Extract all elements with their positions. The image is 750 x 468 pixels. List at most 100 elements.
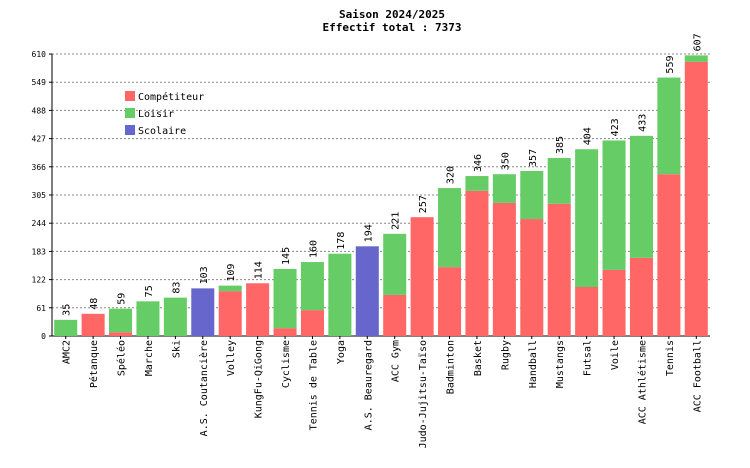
bar-segment xyxy=(602,269,626,336)
y-tick-label: 244 xyxy=(32,219,47,228)
total-label: 404 xyxy=(583,127,594,145)
y-tick-label: 366 xyxy=(32,163,47,172)
total-label: 59 xyxy=(117,293,128,305)
bar-segment xyxy=(547,158,571,204)
bar-segment xyxy=(492,174,516,203)
y-tick-label: 305 xyxy=(32,191,47,200)
bar-segment xyxy=(383,233,407,295)
bar-segment xyxy=(300,262,324,311)
x-tick-label: Tennis de Table xyxy=(308,340,319,430)
x-tick-label: Mustangs xyxy=(555,340,566,388)
x-tick-label: A.S. Coutancière xyxy=(198,340,210,436)
bar-segment xyxy=(465,176,489,191)
legend-label: Compétiteur xyxy=(138,91,204,103)
total-label: 346 xyxy=(473,154,484,172)
x-tick-label: Voile xyxy=(610,340,621,370)
total-label: 357 xyxy=(528,149,539,167)
x-tick-label: Judo-Jujitsu-Taïso xyxy=(418,340,429,448)
total-label: 385 xyxy=(555,136,566,154)
y-tick-label: 61 xyxy=(36,304,46,313)
total-label: 350 xyxy=(500,152,511,170)
bar-segment xyxy=(273,328,297,336)
bar-segment xyxy=(410,217,434,336)
total-label: 559 xyxy=(665,56,676,74)
total-label: 257 xyxy=(418,195,429,213)
y-tick-label: 549 xyxy=(32,78,47,87)
y-tick-label: 122 xyxy=(32,276,47,285)
total-label: 83 xyxy=(171,282,182,294)
x-tick-label: Volley xyxy=(226,340,237,376)
bar-segment xyxy=(657,174,681,336)
bar-segment xyxy=(438,188,462,268)
x-tick-label: ACC Football xyxy=(692,340,703,412)
x-tick-label: KungFu-QiGong xyxy=(254,340,265,418)
total-label: 109 xyxy=(226,264,237,282)
bar-segment xyxy=(438,267,462,336)
bar-segment xyxy=(547,203,571,336)
x-tick-label: Ski xyxy=(171,340,182,358)
x-tick-label: Pétanque xyxy=(88,340,100,388)
y-tick-label: 427 xyxy=(32,135,47,144)
bar-segment xyxy=(163,297,187,336)
legend-label: Loisir xyxy=(138,109,174,120)
total-label: 178 xyxy=(336,232,347,250)
total-label: 35 xyxy=(62,304,73,316)
legend-label: Scolaire xyxy=(138,126,186,137)
bar-segment xyxy=(109,308,133,333)
bar-segment xyxy=(54,319,78,336)
bar-segment xyxy=(81,313,105,336)
bar-segment xyxy=(300,310,324,336)
bar-segment xyxy=(218,291,242,336)
legend-swatch xyxy=(125,91,135,101)
total-label: 221 xyxy=(391,212,402,230)
x-tick-label: Spéléo xyxy=(116,340,128,376)
x-tick-label: ACC Athlétisme xyxy=(636,340,648,424)
bar-segment xyxy=(191,288,215,336)
y-tick-label: 610 xyxy=(32,50,47,59)
bar-segment xyxy=(657,77,681,175)
bar-segment xyxy=(629,257,653,336)
bar-segment xyxy=(684,61,708,337)
legend-swatch xyxy=(125,125,135,135)
x-tick-label: A.S. Beauregard xyxy=(363,340,374,430)
bar-segment xyxy=(328,253,352,336)
bar-segment xyxy=(684,55,708,62)
bar-segment xyxy=(492,202,516,336)
total-label: 423 xyxy=(610,118,621,136)
total-label: 607 xyxy=(692,33,703,51)
y-tick-label: 488 xyxy=(32,106,47,115)
bar-segment xyxy=(136,301,160,336)
bar-segment xyxy=(383,294,407,336)
x-tick-label: AMC2 xyxy=(62,340,73,364)
x-tick-label: ACC Gym xyxy=(391,340,402,382)
x-tick-label: Handball xyxy=(528,340,539,388)
x-tick-label: Tennis xyxy=(665,340,676,376)
bar-segment xyxy=(273,268,297,329)
x-tick-label: Yoga xyxy=(336,340,347,364)
total-label: 160 xyxy=(308,240,319,258)
legend-swatch xyxy=(125,108,135,118)
bar-segment xyxy=(575,149,599,287)
y-tick-label: 0 xyxy=(41,332,46,341)
total-label: 48 xyxy=(89,298,100,310)
x-tick-label: Rugby xyxy=(500,340,511,370)
bar-segment xyxy=(575,286,599,336)
x-tick-label: Basket xyxy=(473,340,484,376)
x-tick-label: Futsal xyxy=(583,340,594,376)
bar-segment xyxy=(629,135,653,258)
total-label: 75 xyxy=(144,285,155,297)
y-tick-label: 183 xyxy=(32,247,47,256)
bar-segment xyxy=(246,283,270,336)
bar-segment xyxy=(355,246,379,336)
x-tick-label: Badminton xyxy=(446,340,457,394)
x-tick-label: Marche xyxy=(144,340,155,376)
total-label: 433 xyxy=(637,114,648,132)
total-label: 145 xyxy=(281,247,292,265)
bar-segment xyxy=(520,219,544,336)
bar-segment xyxy=(520,170,544,220)
bar-segment xyxy=(465,190,489,336)
bar-segment xyxy=(218,285,242,292)
bar-segment xyxy=(602,140,626,270)
total-label: 114 xyxy=(254,261,265,279)
